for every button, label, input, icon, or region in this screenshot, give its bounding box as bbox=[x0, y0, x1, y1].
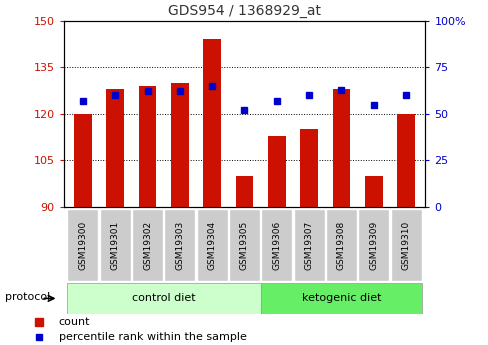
Text: percentile rank within the sample: percentile rank within the sample bbox=[59, 332, 246, 342]
Text: GSM19302: GSM19302 bbox=[143, 220, 152, 269]
Bar bbox=[332, 89, 349, 207]
Bar bbox=[196, 208, 227, 282]
Bar bbox=[364, 176, 382, 207]
Title: GDS954 / 1368929_at: GDS954 / 1368929_at bbox=[168, 4, 320, 18]
Text: GSM19301: GSM19301 bbox=[111, 220, 120, 269]
Text: GSM19306: GSM19306 bbox=[272, 220, 281, 269]
Text: count: count bbox=[59, 317, 90, 327]
Bar bbox=[228, 208, 260, 282]
Text: GSM19310: GSM19310 bbox=[401, 220, 410, 269]
Bar bbox=[132, 208, 163, 282]
Text: protocol: protocol bbox=[5, 292, 50, 302]
Bar bbox=[67, 208, 98, 282]
Text: GSM19309: GSM19309 bbox=[368, 220, 377, 269]
Bar bbox=[203, 39, 221, 207]
Bar bbox=[100, 208, 130, 282]
Text: GSM19307: GSM19307 bbox=[304, 220, 313, 269]
Bar bbox=[164, 208, 195, 282]
Bar bbox=[74, 114, 92, 207]
Bar bbox=[267, 136, 285, 207]
Text: control diet: control diet bbox=[132, 294, 195, 303]
Bar bbox=[293, 208, 324, 282]
Bar bbox=[106, 89, 124, 207]
Bar bbox=[67, 283, 260, 314]
Bar bbox=[358, 208, 388, 282]
Text: GSM19304: GSM19304 bbox=[207, 220, 216, 269]
Bar bbox=[235, 176, 253, 207]
Bar bbox=[390, 208, 421, 282]
Bar bbox=[171, 83, 188, 207]
Bar bbox=[260, 283, 421, 314]
Text: ketogenic diet: ketogenic diet bbox=[301, 294, 381, 303]
Bar bbox=[325, 208, 356, 282]
Bar bbox=[261, 208, 292, 282]
Bar bbox=[300, 129, 317, 207]
Text: GSM19305: GSM19305 bbox=[240, 220, 248, 269]
Bar bbox=[139, 86, 156, 207]
Text: GSM19300: GSM19300 bbox=[78, 220, 87, 269]
Bar bbox=[396, 114, 414, 207]
Text: GSM19303: GSM19303 bbox=[175, 220, 184, 269]
Text: GSM19308: GSM19308 bbox=[336, 220, 345, 269]
